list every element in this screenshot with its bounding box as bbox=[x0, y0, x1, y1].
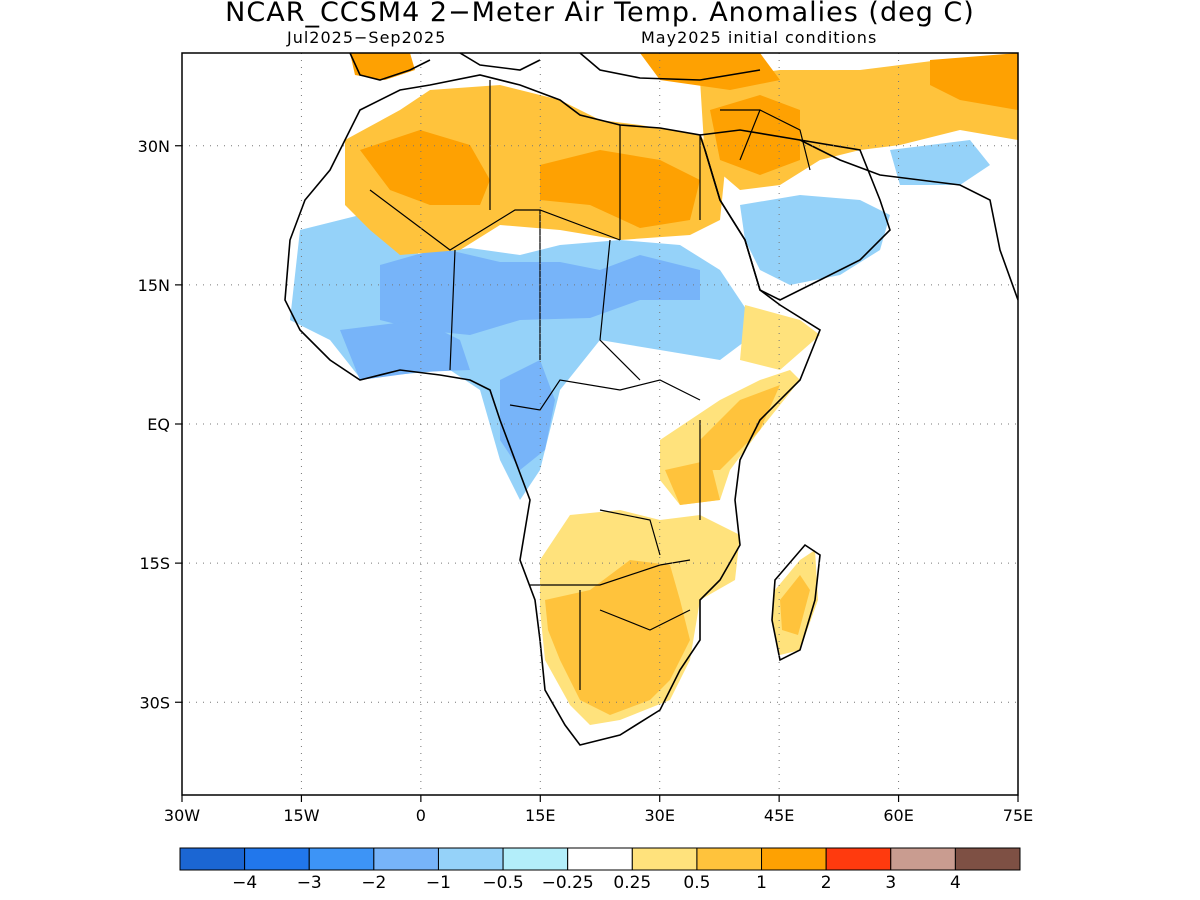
colorbar-label: 3 bbox=[885, 873, 896, 893]
colorbar-label: 4 bbox=[950, 873, 961, 893]
guinea-coast-cool bbox=[340, 320, 470, 380]
x-tick-label: 15E bbox=[525, 806, 555, 825]
horn-warm bbox=[740, 305, 820, 370]
colorbar-label: −0.25 bbox=[542, 873, 594, 893]
sahara-hot-core bbox=[360, 130, 490, 205]
colorbar-label: −0.5 bbox=[482, 873, 523, 893]
y-axis: 30N 15N EQ 15S 30S bbox=[138, 137, 182, 712]
colorbar-label: 0.5 bbox=[683, 873, 710, 893]
colorbar-label: 0.25 bbox=[613, 873, 651, 893]
y-tick-label: 15S bbox=[139, 554, 170, 573]
x-tick-label: 75E bbox=[1003, 806, 1033, 825]
x-axis: 30W 15W 0 15E 30E 45E 60E 75E bbox=[164, 795, 1033, 825]
southern-africa-hot-core bbox=[545, 560, 690, 715]
colorbar-bin bbox=[373, 847, 439, 871]
colorbar-bin bbox=[567, 847, 633, 871]
y-tick-label: 15N bbox=[138, 276, 170, 295]
central-asia-hot bbox=[930, 53, 1018, 110]
iran-cool-strip bbox=[890, 140, 990, 185]
x-tick-label: 45E bbox=[764, 806, 794, 825]
x-tick-label: 30E bbox=[644, 806, 674, 825]
congo-cool-region bbox=[500, 360, 555, 470]
colorbar-label: −2 bbox=[361, 873, 386, 893]
map-title: NCAR_CCSM4 2−Meter Air Temp. Anomalies (… bbox=[225, 0, 975, 28]
madagascar-hot-core bbox=[780, 575, 810, 635]
arabia-cool-region bbox=[740, 195, 890, 285]
caucasus-hot bbox=[640, 53, 780, 90]
colorbar-label: −3 bbox=[297, 873, 322, 893]
colorbar-bin bbox=[179, 847, 246, 871]
colorbar-bin bbox=[696, 847, 763, 871]
y-tick-label: 30N bbox=[138, 137, 170, 156]
iraq-hot-core bbox=[710, 95, 800, 175]
colorbar-bin bbox=[890, 847, 956, 871]
colorbar-bin bbox=[761, 847, 827, 871]
colorbar-bin bbox=[502, 847, 569, 871]
initial-conditions: May2025 initial conditions bbox=[641, 28, 878, 47]
x-tick-label: 0 bbox=[416, 806, 426, 825]
colorbar-bin bbox=[437, 847, 504, 871]
colorbar-label: 2 bbox=[821, 873, 832, 893]
x-tick-label: 15W bbox=[283, 806, 319, 825]
colorbar-label: 1 bbox=[756, 873, 767, 893]
colorbar-bin bbox=[954, 847, 1021, 871]
colorbar-bin bbox=[308, 847, 375, 871]
x-tick-label: 30W bbox=[164, 806, 200, 825]
colorbar-label: −4 bbox=[232, 873, 257, 893]
colorbar: −4 −3 −2 −1 −0.5 −0.25 0.25 0.5 1 2 3 4 bbox=[179, 847, 1021, 893]
colorbar-label: −1 bbox=[426, 873, 451, 893]
tanzania-warm-core bbox=[665, 460, 720, 505]
colorbar-bin bbox=[825, 847, 892, 871]
y-tick-label: 30S bbox=[139, 693, 170, 712]
colorbar-bin bbox=[631, 847, 698, 871]
x-tick-label: 60E bbox=[883, 806, 913, 825]
grid-lines bbox=[182, 53, 1018, 795]
y-tick-label: EQ bbox=[147, 415, 170, 434]
forecast-period: Jul2025−Sep2025 bbox=[287, 28, 447, 47]
colorbar-bin bbox=[244, 847, 310, 871]
kenya-warm-core bbox=[700, 385, 780, 470]
iberia-warm bbox=[350, 53, 415, 80]
